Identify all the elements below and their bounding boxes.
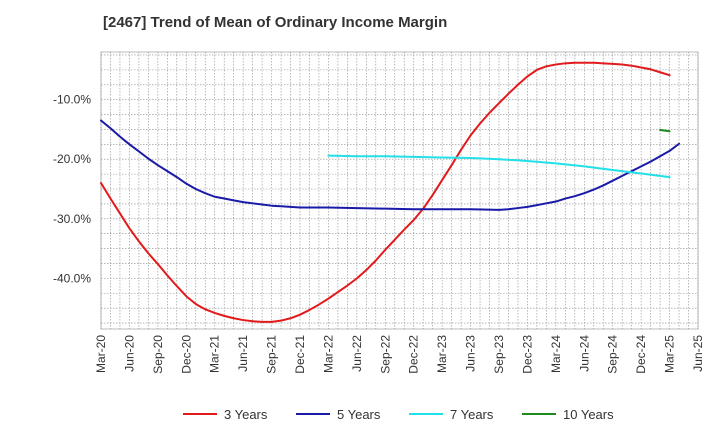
x-tick-label: Dec-21	[293, 335, 307, 374]
series-line-3-years	[100, 61, 671, 323]
grid-layer	[100, 52, 699, 329]
legend-label: 5 Years	[337, 407, 381, 422]
legend-label: 3 Years	[224, 407, 268, 422]
series-line-10-years	[659, 129, 671, 133]
y-tick-label: -10.0%	[53, 93, 91, 107]
y-tick-layer: -40.0% -30.0% -20.0% -10.0%	[53, 93, 91, 286]
x-tick-label: Sep-23	[492, 335, 506, 374]
chart-title: [2467] Trend of Mean of Ordinary Income …	[103, 14, 448, 31]
x-tick-label: Jun-21	[236, 335, 250, 372]
x-tick-label: Mar-20	[94, 335, 108, 373]
x-tick-label: Dec-20	[179, 335, 193, 374]
x-tick-label: Sep-22	[378, 335, 392, 374]
y-tick-label: -40.0%	[53, 271, 91, 285]
x-tick-label: Sep-24	[606, 335, 620, 374]
x-tick-label: Sep-21	[265, 335, 279, 374]
x-tick-label: Mar-25	[663, 335, 677, 373]
legend-label: 7 Years	[450, 407, 494, 422]
y-tick-label: -30.0%	[53, 212, 91, 226]
x-tick-label: Jun-23	[464, 335, 478, 372]
x-tick-label: Mar-23	[435, 335, 449, 373]
x-tick-label: Dec-22	[407, 335, 421, 374]
x-tick-layer: Mar-20 Jun-20 Sep-20 Dec-20 Mar-21 Jun-21 Sep-…	[94, 335, 705, 374]
x-tick-label: Mar-21	[208, 335, 222, 373]
y-tick-label: -20.0%	[53, 152, 91, 166]
x-tick-label: Jun-20	[122, 335, 136, 372]
x-tick-label: Jun-25	[691, 335, 705, 372]
x-tick-label: Dec-23	[520, 335, 534, 374]
x-tick-label: Jun-24	[577, 335, 591, 372]
series-line-5-years	[100, 119, 681, 211]
series-line-7-years	[327, 154, 671, 179]
series-layer	[100, 61, 681, 323]
x-tick-label: Jun-22	[350, 335, 364, 372]
x-tick-label: Dec-24	[634, 335, 648, 374]
legend: 3 Years 5 Years 7 Years 10 Years	[183, 407, 614, 422]
x-tick-label: Mar-24	[549, 335, 563, 373]
x-tick-label: Mar-22	[321, 335, 335, 373]
legend-label: 10 Years	[563, 407, 614, 422]
x-tick-label: Sep-20	[151, 335, 165, 374]
plot-area	[100, 51, 699, 330]
